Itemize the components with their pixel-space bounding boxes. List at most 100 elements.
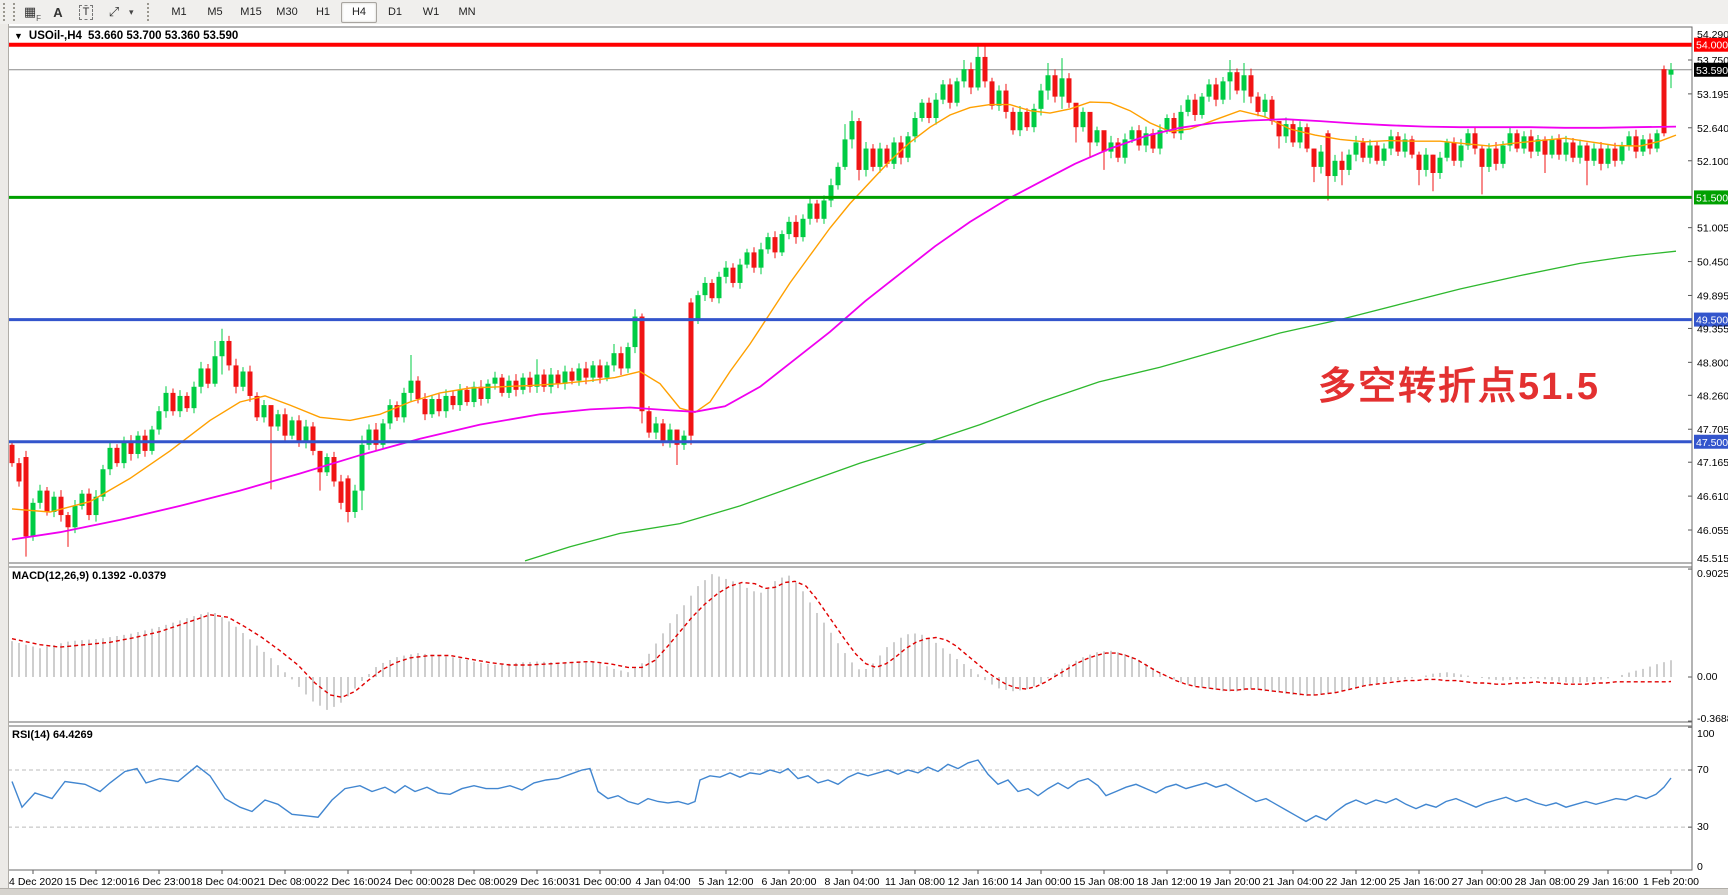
candle-body (961, 69, 967, 82)
candle-body (1577, 145, 1583, 158)
macd-bar (1579, 677, 1581, 683)
timeframe-button-m5[interactable]: M5 (207, 6, 223, 18)
candle-body (814, 203, 820, 219)
macd-bar (1138, 659, 1140, 677)
time-tick-label: 25 Jan 16:00 (1389, 876, 1450, 888)
timeframe-button-h1[interactable]: H1 (315, 6, 331, 18)
macd-bar (452, 657, 454, 677)
candle-body (317, 450, 323, 473)
candle-body (366, 429, 372, 445)
candle-body (1017, 111, 1023, 131)
macd-bar (858, 669, 860, 677)
font-a-icon[interactable]: A (45, 1, 71, 23)
macd-bar (1159, 672, 1161, 677)
macd-bar (1166, 676, 1168, 677)
candle-body (653, 423, 659, 433)
macd-bar (193, 616, 195, 677)
candle-body (863, 148, 869, 170)
timeframe-button-m1[interactable]: M1 (171, 6, 187, 18)
timeframe-button-d1[interactable]: D1 (387, 6, 403, 18)
candle-body (485, 383, 491, 399)
macd-bar (1453, 673, 1455, 677)
candle-body (1213, 84, 1219, 100)
macd-bar (1299, 677, 1301, 696)
macd-bar (1516, 677, 1518, 680)
candle-body (1038, 90, 1044, 109)
candle-body (856, 121, 862, 170)
candle-body (142, 435, 148, 451)
macd-bar (382, 662, 384, 677)
macd-bar (417, 653, 419, 677)
time-tick-label: 12 Jan 16:00 (948, 876, 1009, 888)
macd-bar (340, 677, 342, 703)
macd-bar (578, 661, 580, 677)
price-tick-label: 46.610 (1697, 491, 1728, 503)
time-tick-label: 8 Jan 04:00 (825, 876, 880, 888)
text-label-icon[interactable]: T (73, 1, 99, 23)
cursor-dropdown-caret-icon[interactable]: ▾ (129, 7, 139, 18)
candle-body (1276, 121, 1282, 137)
cursor-mode-icon[interactable]: ⤢ (101, 1, 127, 23)
toolbar-drag-handle[interactable] (3, 3, 15, 21)
candle-body (359, 444, 365, 491)
candle-body (1444, 142, 1450, 158)
candle-body (597, 365, 603, 378)
candle-body (65, 515, 71, 528)
candle-body (1178, 111, 1184, 134)
macd-bar (158, 627, 160, 677)
macd-axis-label: 0.9025 (1697, 568, 1728, 580)
timeframe-button-m15[interactable]: M15 (240, 6, 262, 18)
macd-bar (46, 646, 48, 677)
cursor-mode-glyph: ⤢ (108, 4, 120, 19)
window-left-edge (0, 24, 9, 895)
rsi-axis-label: 0 (1697, 861, 1703, 873)
candle-body (793, 221, 799, 238)
candle-body (786, 221, 792, 235)
timeframe-button-m30[interactable]: M30 (276, 6, 298, 18)
macd-bar (130, 633, 132, 677)
rsi-axis-label: 30 (1697, 821, 1709, 833)
macd-bar (473, 661, 475, 677)
candle-body (9, 444, 15, 464)
timeframe-button-h4[interactable]: H4 (341, 1, 377, 23)
symbol-dropdown-icon[interactable]: ▼ (14, 31, 23, 41)
time-tick-label: 28 Dec 08:00 (443, 876, 506, 888)
macd-bar (1320, 677, 1322, 696)
macd-bar (613, 668, 615, 677)
macd-bar (998, 677, 1000, 689)
candle-body (632, 316, 638, 348)
candle-body (156, 411, 162, 430)
macd-bar (739, 583, 741, 677)
candle-body (548, 374, 554, 387)
rsi-axis-label: 100 (1697, 728, 1715, 740)
macd-bar (1313, 677, 1315, 696)
data-grid-icon[interactable]: ▦ F (17, 1, 43, 23)
macd-bar (1264, 677, 1266, 692)
time-tick-label: 14 Jan 00:00 (1011, 876, 1072, 888)
macd-bar (1250, 677, 1252, 690)
candle-body (1542, 139, 1548, 155)
macd-bar (795, 582, 797, 677)
macd-bar (39, 648, 41, 677)
macd-bar (1411, 677, 1413, 679)
candle-body (1262, 99, 1268, 112)
macd-bar (907, 634, 909, 677)
candle-body (1297, 127, 1303, 143)
macd-bar (207, 612, 209, 677)
macd-bar (1495, 677, 1497, 680)
macd-bar (1649, 666, 1651, 677)
level-47.500-badge (1694, 434, 1728, 449)
macd-bar (1068, 664, 1070, 677)
macd-bar (1285, 677, 1287, 694)
macd-histogram (11, 574, 1672, 710)
macd-bar (1236, 677, 1238, 692)
candle-body (1248, 75, 1254, 97)
level-54.000-badge-text: 54.000 (1696, 40, 1728, 52)
candle-body (58, 496, 64, 516)
timeframe-button-mn[interactable]: MN (458, 6, 476, 18)
timeframe-button-w1[interactable]: W1 (422, 6, 440, 18)
macd-bar (711, 574, 713, 677)
macd-bar (662, 633, 664, 677)
